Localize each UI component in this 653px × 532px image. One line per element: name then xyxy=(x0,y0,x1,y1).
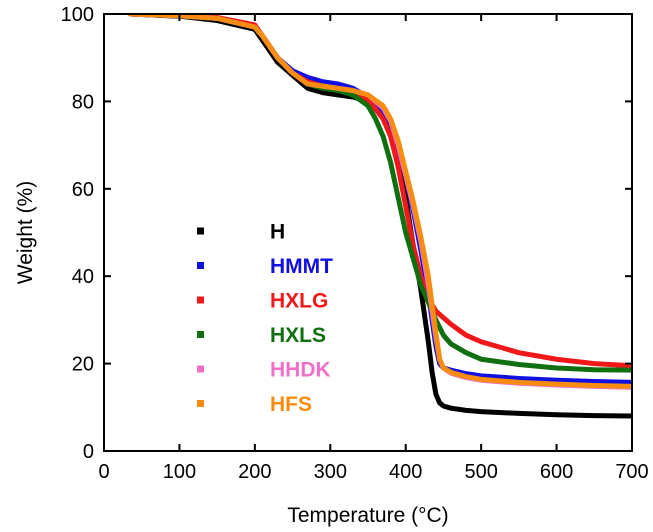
y-tick-label: 20 xyxy=(72,354,94,376)
legend-label-hfs: HFS xyxy=(270,393,312,416)
y-tick-label: 60 xyxy=(72,179,94,201)
legend-marker-hfs xyxy=(197,400,204,407)
legend-marker-hmmt xyxy=(197,262,204,269)
y-tick-label: 0 xyxy=(83,441,94,463)
ticks-layer: 0 100 200 300 400 500 600 700 0 20 40 60 80 100 xyxy=(61,4,649,483)
legend-label-hmmt: HMMT xyxy=(270,255,333,278)
series-line-hxls xyxy=(127,14,632,373)
x-tick-label: 400 xyxy=(389,461,422,483)
series-layer xyxy=(127,14,632,419)
x-tick-label: 200 xyxy=(238,461,271,483)
series-line-h xyxy=(127,14,632,419)
legend-marker-hxls xyxy=(197,331,204,338)
y-tick-label: 40 xyxy=(72,266,94,288)
series-line-hmmt xyxy=(127,14,632,385)
y-axis-label: Weight (%) xyxy=(14,181,37,284)
series-line-hhdk xyxy=(127,14,632,390)
plot-frame xyxy=(103,13,633,452)
x-tick-label: 600 xyxy=(540,461,573,483)
series-line-hfs xyxy=(127,14,632,389)
y-tick-label: 80 xyxy=(72,91,94,113)
x-tick-label: 0 xyxy=(98,461,109,483)
legend-label-hxlg: HXLG xyxy=(270,290,328,313)
series-line-hxlg xyxy=(127,14,632,369)
legend-marker-h xyxy=(197,227,204,235)
y-tick-label: 100 xyxy=(61,4,94,26)
legend-marker-hxlg xyxy=(197,296,204,304)
x-tick-label: 100 xyxy=(163,461,196,483)
legend: H HMMT HXLG HXLS HHDK HFS xyxy=(197,221,333,416)
x-axis-label: Temperature (°C) xyxy=(287,504,448,527)
x-tick-label: 700 xyxy=(615,461,648,483)
legend-label-hhdk: HHDK xyxy=(270,359,331,382)
x-tick-label: 300 xyxy=(314,461,347,483)
x-tick-label: 500 xyxy=(464,461,497,483)
legend-marker-hhdk xyxy=(197,365,204,373)
legend-label-h: H xyxy=(270,221,285,244)
legend-label-hxls: HXLS xyxy=(270,324,326,347)
